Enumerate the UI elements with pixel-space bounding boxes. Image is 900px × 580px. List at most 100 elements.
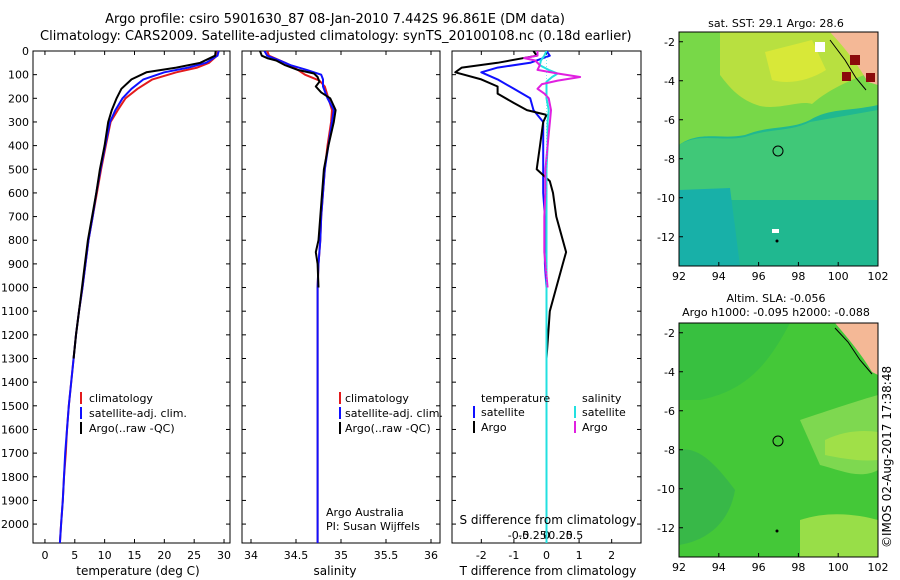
sla-map-title-line2: Argo h1000: -0.095 h2000: -0.088 bbox=[682, 306, 870, 319]
s-tick-label: 0.5 bbox=[566, 529, 584, 542]
map-x-tick-label: 98 bbox=[791, 270, 805, 283]
map-y-tick-label: -6 bbox=[664, 114, 675, 127]
legend-label-climatology: climatology bbox=[345, 392, 409, 405]
map-y-tick-label: -10 bbox=[657, 483, 675, 496]
figure-title-line2: Climatology: CARS2009. Satellite-adjuste… bbox=[40, 29, 632, 44]
x-tick-label: 0 bbox=[543, 549, 550, 562]
difference-legend: temperature salinity satellite Argo sate… bbox=[473, 392, 626, 434]
series-line-satellite-adj-clim- bbox=[58, 51, 220, 543]
x-tick-label: 10 bbox=[98, 549, 112, 562]
y-tick-label: 800 bbox=[8, 234, 29, 247]
map-x-tick-label: 100 bbox=[828, 561, 849, 574]
s-tick-label: -0.25 bbox=[518, 529, 546, 542]
series-line-s-argo bbox=[523, 51, 582, 288]
y-tick-label: 300 bbox=[8, 116, 29, 129]
s-tick-label: 0.25 bbox=[548, 529, 573, 542]
legend-label-t-satellite: satellite bbox=[481, 406, 525, 419]
map-x-tick-label: 92 bbox=[672, 270, 686, 283]
plot-frame bbox=[241, 50, 441, 544]
map-y-tick-label: -4 bbox=[664, 75, 675, 88]
map-y-tick-label: -6 bbox=[664, 405, 675, 418]
map-x-tick-label: 100 bbox=[828, 270, 849, 283]
s-tick-label: -0.5 bbox=[508, 529, 529, 542]
map-y-tick-label: -4 bbox=[664, 366, 675, 379]
x-tick-label: 2 bbox=[608, 549, 615, 562]
map-y-tick-label: -8 bbox=[664, 153, 675, 166]
y-tick-label: 1300 bbox=[1, 353, 29, 366]
annotation-line1: Argo Australia bbox=[326, 506, 404, 519]
map-x-tick-label: 96 bbox=[752, 561, 766, 574]
y-tick-label: 1700 bbox=[1, 447, 29, 460]
sst-map-title: sat. SST: 29.1 Argo: 28.6 bbox=[708, 17, 844, 30]
map-y-tick-label: -10 bbox=[657, 192, 675, 205]
series-line-satellite-adj-clim- bbox=[263, 51, 335, 543]
map-x-tick-label: 98 bbox=[791, 561, 805, 574]
y-tick-label: 400 bbox=[8, 140, 29, 153]
x-tick-label: 34 bbox=[244, 549, 258, 562]
temperature-panel: 0100200300400500600700800900100011001200… bbox=[1, 45, 231, 562]
series-line-argo-raw-qc- bbox=[259, 51, 337, 288]
series-line-t-satellite bbox=[480, 51, 551, 543]
y-tick-label: 2000 bbox=[1, 518, 29, 531]
credit-text: ©IMOS 02-Aug-2017 17:38:48 bbox=[880, 365, 894, 548]
legend-label-satellite: satellite-adj. clim. bbox=[345, 407, 443, 420]
x-tick-label: -1 bbox=[508, 549, 519, 562]
x-tick-label: 0 bbox=[41, 549, 48, 562]
temperature-xlabel: temperature (deg C) bbox=[76, 564, 199, 578]
series-group bbox=[58, 51, 220, 543]
x-tick-label: 30 bbox=[217, 549, 231, 562]
y-tick-label: 0 bbox=[22, 45, 29, 58]
y-tick-label: 1100 bbox=[1, 305, 29, 318]
series-line-climatology bbox=[266, 51, 333, 543]
x-tick-label: 36 bbox=[424, 549, 438, 562]
legend-header-temperature: temperature bbox=[481, 392, 550, 405]
y-tick-label: 200 bbox=[8, 92, 29, 105]
temperature-legend: climatology satellite-adj. clim. Argo(..… bbox=[80, 392, 187, 435]
x-tick-label: 35.5 bbox=[374, 549, 399, 562]
figure-title-line1: Argo profile: csiro 5901630_87 08-Jan-20… bbox=[105, 12, 565, 27]
x-tick-label: 15 bbox=[127, 549, 141, 562]
y-tick-label: 500 bbox=[8, 163, 29, 176]
y-tick-label: 1800 bbox=[1, 471, 29, 484]
sst-profile-marker bbox=[772, 145, 784, 157]
salinity-xlabel: salinity bbox=[313, 564, 356, 578]
difference-xlabel: T difference from climatology bbox=[459, 564, 637, 578]
sst-map: 92 94 96 98 100 102 -2 -4 -6 -8 -10 -12 bbox=[657, 31, 889, 283]
map-y-tick-label: -2 bbox=[664, 36, 675, 49]
map-x-tick-label: 94 bbox=[712, 561, 726, 574]
sla-map-title-line1: Altim. SLA: -0.056 bbox=[726, 292, 825, 305]
x-tick-label: 1 bbox=[576, 549, 583, 562]
difference-xlabel-top: S difference from climatology bbox=[460, 513, 637, 527]
legend-label-climatology: climatology bbox=[89, 392, 153, 405]
y-tick-label: 1600 bbox=[1, 423, 29, 436]
y-tick-label: 1400 bbox=[1, 376, 29, 389]
x-tick-label: -2 bbox=[476, 549, 487, 562]
legend-header-salinity: salinity bbox=[582, 392, 622, 405]
plot-frame bbox=[32, 50, 231, 544]
y-tick-label: 600 bbox=[8, 187, 29, 200]
y-tick-label: 900 bbox=[8, 258, 29, 271]
x-tick-label: 35 bbox=[334, 549, 348, 562]
map-y-tick-label: -8 bbox=[664, 444, 675, 457]
annotation-line2: PI: Susan Wijffels bbox=[326, 520, 420, 533]
y-tick-label: 1500 bbox=[1, 400, 29, 413]
map-y-tick-label: -2 bbox=[664, 327, 675, 340]
map-x-tick-label: 102 bbox=[868, 270, 889, 283]
legend-label-s-argo: Argo bbox=[582, 421, 608, 434]
x-tick-label: 25 bbox=[187, 549, 201, 562]
sla-map: 92 94 96 98 100 102 -2 -4 -6 -8 -10 -12 bbox=[657, 322, 889, 574]
legend-label-argo: Argo(..raw -QC) bbox=[89, 422, 175, 435]
map-x-tick-label: 92 bbox=[672, 561, 686, 574]
y-tick-label: 100 bbox=[8, 69, 29, 82]
legend-label-argo: Argo(..raw -QC) bbox=[345, 422, 431, 435]
legend-label-s-satellite: satellite bbox=[582, 406, 626, 419]
y-tick-label: 700 bbox=[8, 211, 29, 224]
series-line-t-argo bbox=[454, 51, 568, 359]
map-y-tick-label: -12 bbox=[657, 231, 675, 244]
sla-profile-marker bbox=[772, 435, 784, 447]
map-x-tick-label: 102 bbox=[868, 561, 889, 574]
legend-label-satellite: satellite-adj. clim. bbox=[89, 407, 187, 420]
series-line-climatology bbox=[58, 51, 220, 543]
